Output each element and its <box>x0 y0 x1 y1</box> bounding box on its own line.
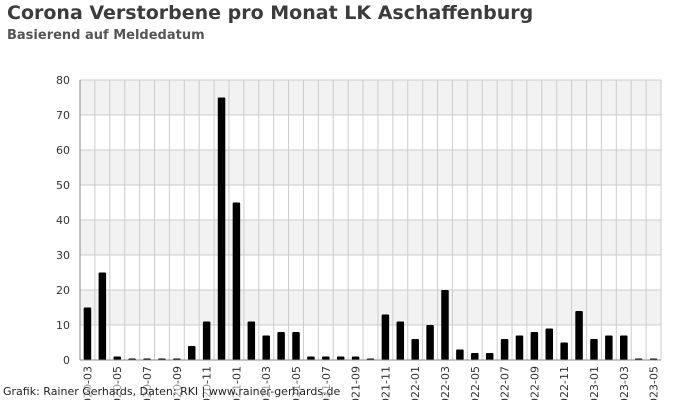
bar-2022-12 <box>575 311 583 360</box>
y-tick-label: 60 <box>56 144 70 157</box>
bar-2023-01 <box>590 339 598 360</box>
x-tick-label: 2023-05 <box>648 366 661 400</box>
x-tick-label: 2023-01 <box>588 366 601 400</box>
bar-2022-06 <box>485 353 494 360</box>
bar-2022-10 <box>545 328 554 360</box>
bar-2021-08 <box>336 356 345 360</box>
bar-2021-04 <box>277 332 285 360</box>
plot-band <box>80 115 661 150</box>
y-tick-label: 20 <box>56 284 70 297</box>
y-tick-label: 70 <box>56 109 70 122</box>
x-tick-label: 2022-05 <box>469 366 482 400</box>
bar-2020-03 <box>83 307 92 360</box>
bar-2021-12 <box>396 321 405 360</box>
plot-band <box>80 150 661 185</box>
bar-2023-03 <box>620 335 628 360</box>
bar-2022-01 <box>411 339 419 360</box>
bar-2021-02 <box>247 321 256 360</box>
bar-2020-05 <box>113 356 121 360</box>
axes <box>79 80 661 361</box>
chart-subtitle: Basierend auf Meldedatum <box>7 28 205 43</box>
bar-2021-07 <box>322 356 330 360</box>
y-tick-label: 80 <box>56 74 70 87</box>
source-credit: Grafik: Rainer Gerhards, Daten: RKI | ww… <box>3 385 341 398</box>
bar-2022-04 <box>456 349 464 360</box>
bar-series <box>83 97 658 360</box>
plot-band <box>80 185 661 220</box>
bar-2020-04 <box>98 272 107 360</box>
bar-2021-06 <box>307 356 315 360</box>
grid-lines <box>79 79 662 361</box>
bar-2020-12 <box>217 97 226 360</box>
bar-2021-03 <box>262 335 270 360</box>
bar-2022-08 <box>515 335 524 360</box>
bar-2022-07 <box>500 339 509 360</box>
bar-2021-05 <box>292 332 300 360</box>
x-tick-label: 2021-09 <box>350 366 363 400</box>
y-axis-ticks: 0 10 20 30 40 50 60 70 80 <box>56 74 70 367</box>
x-tick-label: 2022-03 <box>439 366 452 400</box>
x-tick-label: 2022-01 <box>409 366 422 400</box>
x-tick-label: 2022-07 <box>499 366 512 400</box>
x-tick-label: 2023-03 <box>618 366 631 400</box>
bar-2021-11 <box>381 314 390 360</box>
plot-band <box>80 325 661 360</box>
bar-2021-09 <box>351 356 360 360</box>
bar-2020-10 <box>187 346 196 360</box>
bar-2022-11 <box>560 342 568 360</box>
plot-band <box>80 220 661 255</box>
y-tick-label: 10 <box>56 319 70 332</box>
bar-2021-01 <box>232 202 241 360</box>
x-tick-label: 2022-09 <box>528 366 541 400</box>
bar-2022-03 <box>441 290 449 360</box>
plot-band <box>80 255 661 290</box>
bar-2022-09 <box>530 332 539 360</box>
y-tick-label: 0 <box>63 354 70 367</box>
plot-band <box>80 290 661 325</box>
plot-band <box>80 80 661 115</box>
y-tick-label: 50 <box>56 179 70 192</box>
bar-2022-05 <box>471 353 479 360</box>
plot-background-bands <box>80 80 661 360</box>
bar-2022-02 <box>426 325 434 360</box>
y-tick-label: 40 <box>56 214 70 227</box>
y-tick-label: 30 <box>56 249 70 262</box>
bar-2020-11 <box>202 321 211 360</box>
bar-2023-02 <box>605 335 613 360</box>
chart-title: Corona Verstorbene pro Monat LK Aschaffe… <box>7 2 534 24</box>
x-tick-label: 2022-11 <box>558 366 571 400</box>
x-tick-label: 2021-11 <box>379 366 392 400</box>
